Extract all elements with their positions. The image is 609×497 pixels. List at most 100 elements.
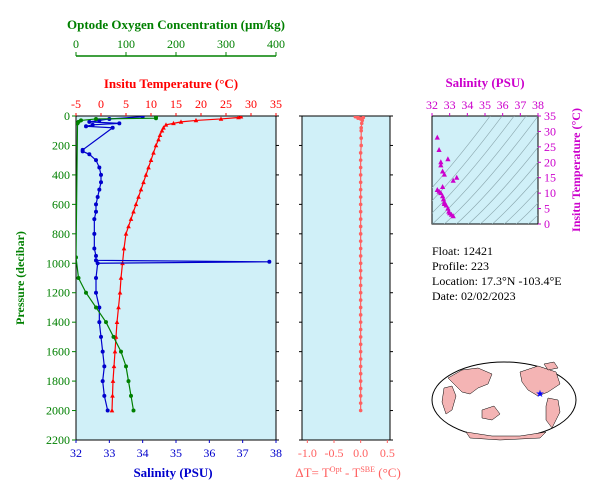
delta-point [361, 116, 366, 120]
salinity-tick-label: 35 [170, 446, 182, 460]
pressure-tick-label: 1400 [46, 315, 70, 329]
delta-point [358, 158, 363, 162]
ts-point [445, 205, 451, 211]
density-contour [527, 214, 538, 224]
temperature-point [123, 231, 129, 236]
float-info: Float: 12421 Profile: 223 Location: 17.3… [432, 244, 562, 304]
delta-point [358, 386, 363, 391]
salinity-point [100, 349, 105, 354]
temperature-point [146, 165, 151, 170]
delta-point [358, 394, 363, 398]
delta-point [359, 125, 364, 130]
ts-ytick-label: 0 [544, 217, 550, 231]
salinity-point [84, 124, 88, 129]
world-map: ★ [431, 361, 577, 441]
density-contour [491, 175, 538, 224]
salinity-point [267, 259, 272, 264]
ts-point [450, 213, 456, 219]
delta-panel: -1.0 -0.5 0.0 0.5 ΔT= TOpt - TSBE (°C) [295, 115, 401, 480]
delta-point [358, 408, 363, 413]
temperature-tick-label: 15 [170, 97, 182, 111]
ts-xtick-label: 38 [532, 98, 544, 112]
salinity-point [99, 334, 103, 339]
salinity-point [97, 187, 102, 192]
delta-point [358, 327, 363, 332]
date-label: Date: [432, 289, 458, 303]
density-contour [432, 116, 503, 202]
oxygen-axis: 0 100 200 300 400 [73, 37, 285, 57]
delta-point [359, 128, 364, 133]
temperature-point [112, 349, 118, 354]
density-contour [432, 116, 515, 214]
pressure-tick-label: 1800 [46, 374, 70, 388]
date-value: 02/02/2023 [461, 289, 516, 303]
temperature-point [153, 142, 159, 148]
ts-ytick-label: 5 [544, 202, 550, 216]
temperature-axis: -5 0 5 10 15 20 25 30 35 [71, 97, 282, 116]
delta-point [358, 342, 363, 347]
oxygen-point [104, 320, 108, 325]
oxygen-point [129, 393, 133, 398]
delta-point [358, 261, 363, 266]
oxygen-point [76, 255, 78, 260]
delta-point [358, 209, 363, 214]
temperature-point [109, 408, 115, 413]
oxygen-point [126, 379, 131, 384]
density-contour [515, 202, 538, 224]
delta-point [358, 349, 363, 354]
oxygen-tick-label: 400 [267, 37, 285, 51]
temperature-tick-label: 5 [123, 97, 129, 111]
pressure-tick-label: 1000 [46, 256, 70, 270]
delta-point [358, 254, 363, 258]
temperature-tick-label: -5 [71, 97, 81, 111]
delta-point [358, 305, 363, 310]
salinity-point [90, 122, 95, 127]
ts-yaxis-title: Insitu Temperature (°C) [569, 108, 583, 232]
ts-point [440, 193, 446, 199]
land-north-america [519, 365, 561, 397]
pressure-tick-label: 200 [52, 138, 70, 152]
temperature-point [161, 125, 166, 130]
pressure-tick-label: 1200 [46, 286, 70, 300]
salinity-point [97, 305, 102, 310]
salinity-point [105, 408, 110, 413]
temperature-point [218, 116, 224, 121]
salinity-point [87, 119, 92, 124]
temperature-axis-title: Insitu Temperature (°C) [104, 76, 238, 91]
ts-point [450, 177, 456, 183]
delta-tick-label: -0.5 [325, 446, 344, 460]
salinity-axis: 32 33 34 35 36 37 38 [70, 440, 282, 460]
salinity-point [92, 217, 97, 222]
salinity-point [99, 172, 103, 177]
location-lat: 17.3°N [480, 274, 516, 288]
temperature-tick-label: 35 [270, 97, 282, 111]
salinity-tick-label: 34 [137, 446, 149, 460]
salinity-point [97, 320, 102, 325]
delta-point [358, 313, 363, 317]
ts-point [434, 134, 440, 140]
oxygen-point [94, 305, 98, 310]
salinity-point [97, 165, 102, 170]
delta-series [353, 116, 366, 413]
salinity-tick-label: 38 [270, 446, 282, 460]
location-row: Location: 17.3°N -103.4°E [432, 274, 562, 289]
salinity-point [92, 231, 97, 236]
temperature-tick-label: 0 [98, 97, 104, 111]
ts-xtick-label: 32 [426, 98, 438, 112]
float-location-marker: ★ [536, 389, 545, 400]
delta-point [358, 298, 363, 302]
temperature-point [156, 137, 161, 142]
salinity-tick-label: 32 [70, 446, 82, 460]
oxygen-point [76, 121, 80, 126]
profile-label: Profile: [432, 259, 468, 273]
delta-point [358, 232, 363, 236]
salinity-point [94, 253, 98, 258]
temperature-point [116, 304, 121, 310]
temperature-point [138, 187, 144, 192]
salinity-point [94, 202, 98, 207]
delta-point [358, 320, 363, 324]
salinity-tick-label: 37 [237, 446, 249, 460]
ts-ytick-label: 25 [544, 140, 556, 154]
